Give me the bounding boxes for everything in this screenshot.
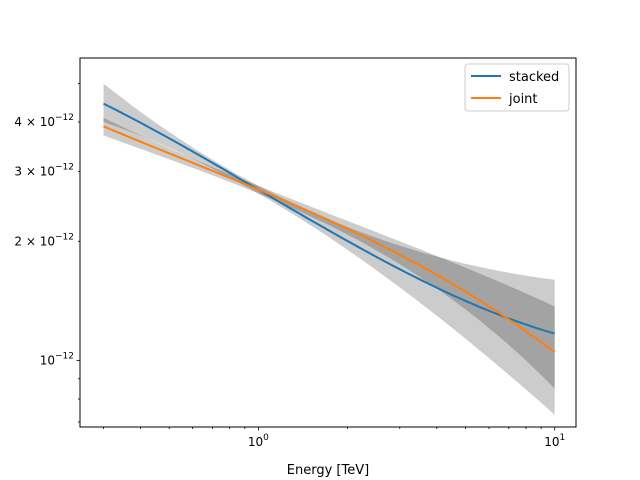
line-stacked [103,102,555,335]
x-axis-ticks: 100 101 [103,427,565,449]
y-tick-label: 2 × 10−12 [14,232,74,248]
axes-frame [79,57,577,428]
x-tick-label: 101 [544,433,565,449]
y-axis-ticks: 10−12 2 × 10−12 3 × 10−12 4 × 10−12 [14,83,80,423]
x-tick-label: 100 [248,433,269,449]
legend: stacked joint [464,63,570,112]
y-tick-label: 4 × 10−12 [14,113,74,129]
line-joint [103,125,556,354]
legend-label-joint: joint [508,92,538,107]
x-axis-label: Energy [TeV] [287,463,369,478]
y-tick-label: 10−12 [40,352,74,368]
band-stacked [103,83,555,415]
legend-label-stacked: stacked [509,70,559,85]
y-tick-label: 3 × 10−12 [14,162,74,178]
series-lines [103,102,556,354]
